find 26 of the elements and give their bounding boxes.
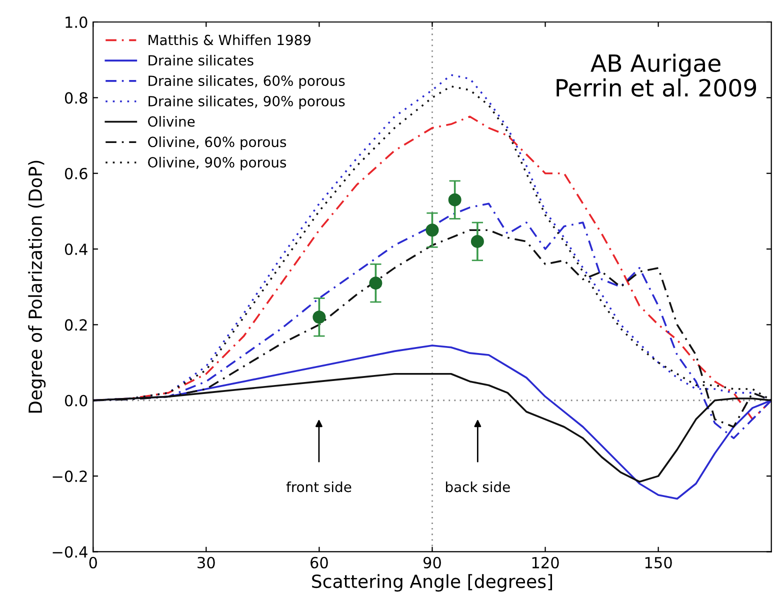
x-axis-title: Scattering Angle [degrees] [312,574,552,592]
x-tick-label: 60 [310,556,328,568]
y-tick-label: 0.0 [64,394,88,406]
y-tick-label: 0.6 [64,168,88,180]
annotation: back side [446,481,510,492]
x-tick-label: 90 [423,556,441,568]
legend-label: Draine silicates, 90% porous [148,96,345,110]
y-tick-label: 0.2 [64,319,87,331]
legend-label: Draine silicates [148,54,254,66]
legend-label: Olivine [148,116,195,127]
legend-label: Draine silicates, 60% porous [148,75,345,89]
y-tick-label: 0.8 [64,92,88,104]
y-tick-label: 0.4 [64,243,88,256]
annotation: AB Aurigae Perrin et al. 2009 [556,54,756,97]
annotation: front side [286,481,352,492]
y-tick-label: 1.0 [66,16,88,28]
y-tick-label: −0.2 [52,470,87,482]
x-tick-label: 150 [645,556,672,568]
x-tick-label: 30 [198,556,215,568]
y-tick-label: −0.4 [52,546,88,558]
legend-label: Olivine, 60% porous [148,136,286,150]
x-tick-label: 120 [532,556,559,568]
y-axis-title: Degree of Polarization (DoP) [28,160,46,413]
legend-label: Olivine, 90% porous [148,156,286,170]
x-tick-label: 0 [89,556,97,568]
legend-label: Matthis & Whiffen 1989 [148,34,311,46]
